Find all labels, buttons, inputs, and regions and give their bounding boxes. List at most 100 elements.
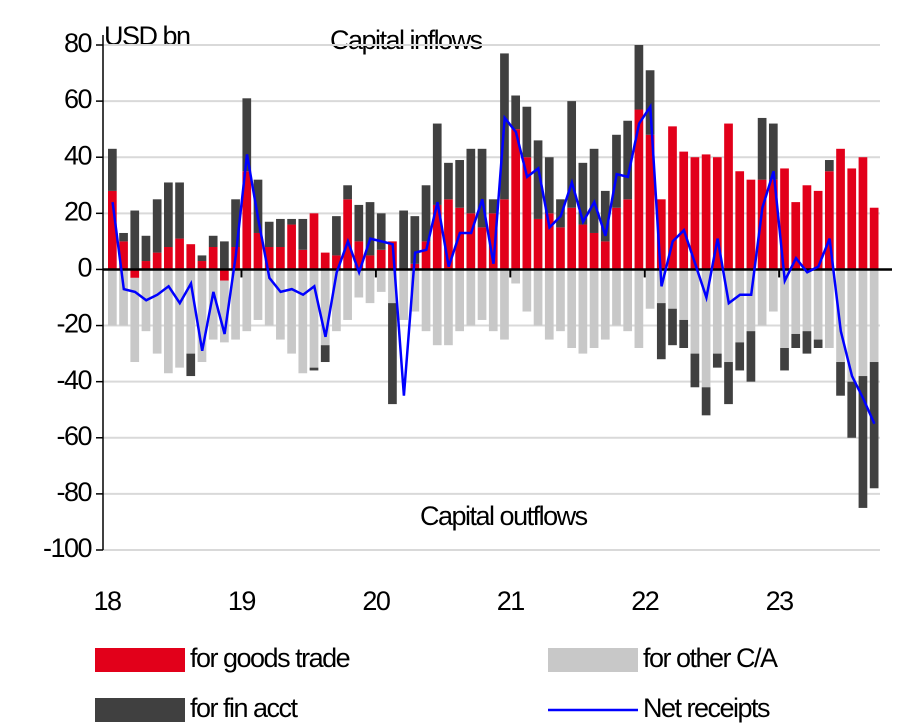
bar [130, 210, 140, 270]
bar [757, 179, 767, 270]
legend-label: for other C/A [643, 643, 778, 673]
bar [567, 269, 577, 348]
bar [141, 235, 151, 262]
bar [186, 353, 196, 377]
line [111, 102, 876, 425]
bar [332, 255, 341, 270]
bar [287, 224, 296, 270]
bar [197, 269, 207, 363]
bar [847, 269, 857, 382]
bar [108, 148, 117, 191]
bar [623, 120, 633, 200]
legend-label: for fin acct [190, 693, 299, 723]
bar [488, 213, 498, 270]
bar [567, 207, 577, 270]
bar [768, 269, 778, 312]
bar [634, 109, 644, 270]
y-tick-label: 20 [64, 196, 92, 226]
bar [802, 269, 812, 332]
bar [556, 227, 565, 270]
y-axis-label: USD bn [104, 21, 190, 51]
bar [791, 202, 801, 270]
bar [500, 199, 509, 270]
bar [354, 269, 364, 298]
bar [242, 98, 252, 172]
bar [309, 213, 319, 270]
bar [768, 179, 778, 270]
y-tick-label: -100 [43, 533, 92, 563]
bar [432, 123, 442, 205]
bar [712, 157, 722, 270]
bar [735, 171, 745, 270]
bar [444, 162, 453, 200]
bar [477, 148, 487, 228]
bar [735, 342, 745, 371]
bar [242, 171, 252, 270]
bar [802, 185, 812, 270]
bar [444, 269, 453, 346]
y-tick-label: 60 [64, 84, 92, 114]
bar [511, 129, 521, 270]
bar [197, 261, 207, 270]
bar [264, 221, 274, 247]
legend-label: Net receipts [643, 693, 770, 723]
bar [712, 269, 722, 354]
bar [197, 255, 207, 262]
bar [208, 247, 218, 270]
bar [679, 151, 689, 270]
y-tick-label: 80 [64, 28, 92, 58]
bar [589, 148, 599, 233]
bar [466, 148, 476, 214]
bar [701, 154, 711, 270]
bar [813, 190, 823, 270]
bar [522, 106, 532, 158]
bar [208, 269, 218, 340]
x-tick-label: 23 [766, 586, 794, 616]
bar [444, 199, 453, 270]
bar [388, 269, 397, 304]
bar [119, 241, 128, 270]
bar [108, 269, 117, 326]
bar [152, 269, 162, 354]
bar [365, 255, 375, 270]
bar [208, 235, 218, 247]
bar [813, 339, 823, 348]
bar [656, 199, 666, 270]
bar [679, 269, 689, 320]
bar [410, 269, 420, 312]
bar [276, 218, 285, 247]
y-tick-label: -40 [56, 365, 91, 395]
bar [376, 213, 386, 250]
bar [802, 331, 812, 354]
bar [836, 362, 845, 396]
bar [836, 148, 845, 270]
legend-swatch [548, 648, 638, 672]
bar [858, 157, 868, 270]
bar [869, 269, 879, 363]
bar [757, 269, 767, 326]
bar [701, 269, 711, 388]
bar [220, 280, 229, 343]
bar [836, 269, 845, 363]
bar [488, 269, 498, 332]
y-tick-label: -80 [56, 477, 91, 507]
bar [119, 232, 128, 242]
bar [556, 269, 565, 332]
bar [757, 117, 767, 180]
bar [578, 269, 588, 354]
bar [343, 269, 352, 320]
bar [309, 269, 319, 368]
bar [679, 319, 689, 348]
bar [231, 199, 240, 247]
bar [780, 348, 789, 371]
bar [432, 204, 442, 270]
bar [623, 269, 633, 332]
bar [511, 95, 521, 130]
bar [455, 160, 464, 208]
bar [164, 182, 173, 247]
bar [164, 247, 173, 270]
bar [175, 182, 184, 239]
bar [152, 252, 162, 270]
bar [724, 269, 733, 363]
bar [690, 353, 700, 388]
